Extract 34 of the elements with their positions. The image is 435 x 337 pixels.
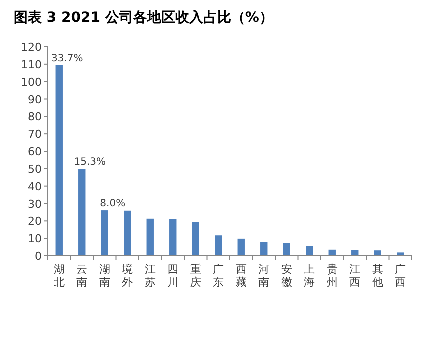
title: 图表 3 2021 公司各地区收入占比（%） bbox=[14, 10, 274, 26]
x-tick-label: 江苏 bbox=[144, 263, 156, 289]
x-tick-label: 重庆 bbox=[190, 263, 202, 289]
y-tick-label: 70 bbox=[28, 128, 42, 142]
y-tick-label: 50 bbox=[28, 162, 42, 176]
x-tick-label: 上海 bbox=[304, 263, 316, 289]
x-tick-label: 贵州 bbox=[326, 263, 338, 289]
annotation: 33.7% bbox=[51, 53, 84, 64]
x-tick-label: 西藏 bbox=[236, 263, 247, 289]
y-tick-label: 30 bbox=[28, 198, 42, 211]
x-tick-label: 境外 bbox=[121, 263, 134, 289]
x-tick-label: 湖北 bbox=[54, 263, 65, 289]
y-tick-label: 0 bbox=[35, 250, 42, 263]
plot: 33.7% 15.3% 8.0% 0 10 20 30 40 50 60 70 80 90 100 110 120 湖北 云南 湖南 境外 江苏 四川 重庆 广东 西藏 河南 安徽 上海 贵州 江西 其他 广西 bbox=[21, 41, 412, 289]
y-tick-label: 80 bbox=[28, 110, 42, 124]
y-tick-label: 90 bbox=[28, 93, 42, 106]
x-tick-label: 云南 bbox=[76, 263, 88, 289]
annotation: 8.0% bbox=[100, 198, 126, 210]
x-tick-label: 湖南 bbox=[99, 263, 110, 289]
y-tick-label: 10 bbox=[28, 232, 42, 246]
x-tick-label: 其他 bbox=[372, 263, 384, 289]
annotation: 15.3% bbox=[74, 157, 106, 168]
x-tick-label: 广西 bbox=[395, 263, 406, 289]
y-tick-label: 100 bbox=[21, 76, 42, 89]
x-tick-label: 河南 bbox=[258, 263, 270, 289]
y-tick-label: 20 bbox=[28, 215, 42, 228]
x-tick-label: 安徽 bbox=[281, 263, 292, 289]
y-tick-label: 60 bbox=[28, 146, 42, 158]
x-tick-label: 广东 bbox=[213, 263, 224, 289]
y-tick-label: 120 bbox=[21, 41, 42, 54]
y-tick-label: 40 bbox=[28, 180, 42, 194]
y-tick-label: 110 bbox=[21, 58, 42, 72]
x-tick-label: 四川 bbox=[168, 263, 179, 289]
x-tick-label: 江西 bbox=[350, 263, 361, 289]
